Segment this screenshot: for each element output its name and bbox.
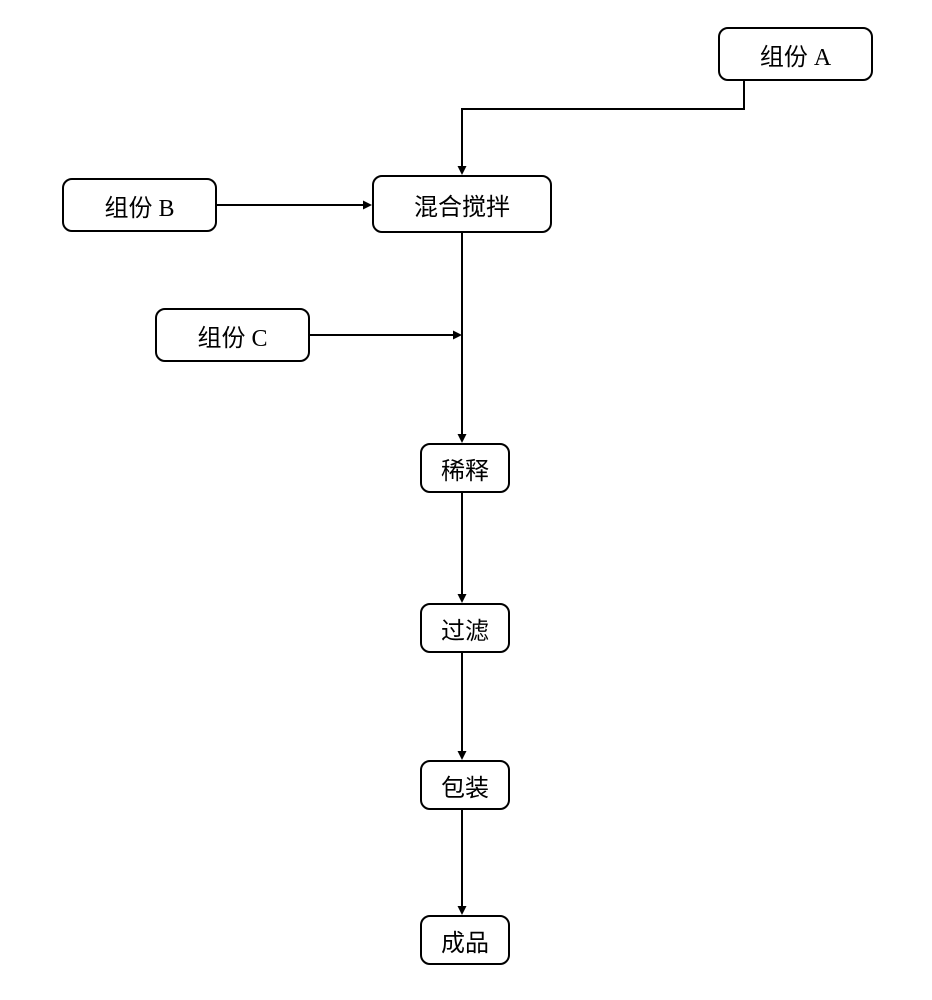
node-label: 组份 B	[104, 188, 174, 223]
edge-a-to-mix	[462, 81, 744, 173]
node-label: 过滤	[441, 611, 489, 646]
node-component-c: 组份 C	[155, 308, 310, 362]
flowchart-edges	[0, 0, 932, 1000]
node-label: 包装	[441, 768, 489, 803]
node-filter: 过滤	[420, 603, 510, 653]
node-label: 组份 C	[197, 318, 267, 353]
node-dilute: 稀释	[420, 443, 510, 493]
node-component-a: 组份 A	[718, 27, 873, 81]
node-label: 组份 A	[760, 37, 831, 72]
node-product: 成品	[420, 915, 510, 965]
node-label: 成品	[441, 923, 489, 958]
node-mix: 混合搅拌	[372, 175, 552, 233]
node-component-b: 组份 B	[62, 178, 217, 232]
node-label: 混合搅拌	[414, 187, 510, 222]
node-label: 稀释	[441, 451, 489, 486]
node-pack: 包装	[420, 760, 510, 810]
